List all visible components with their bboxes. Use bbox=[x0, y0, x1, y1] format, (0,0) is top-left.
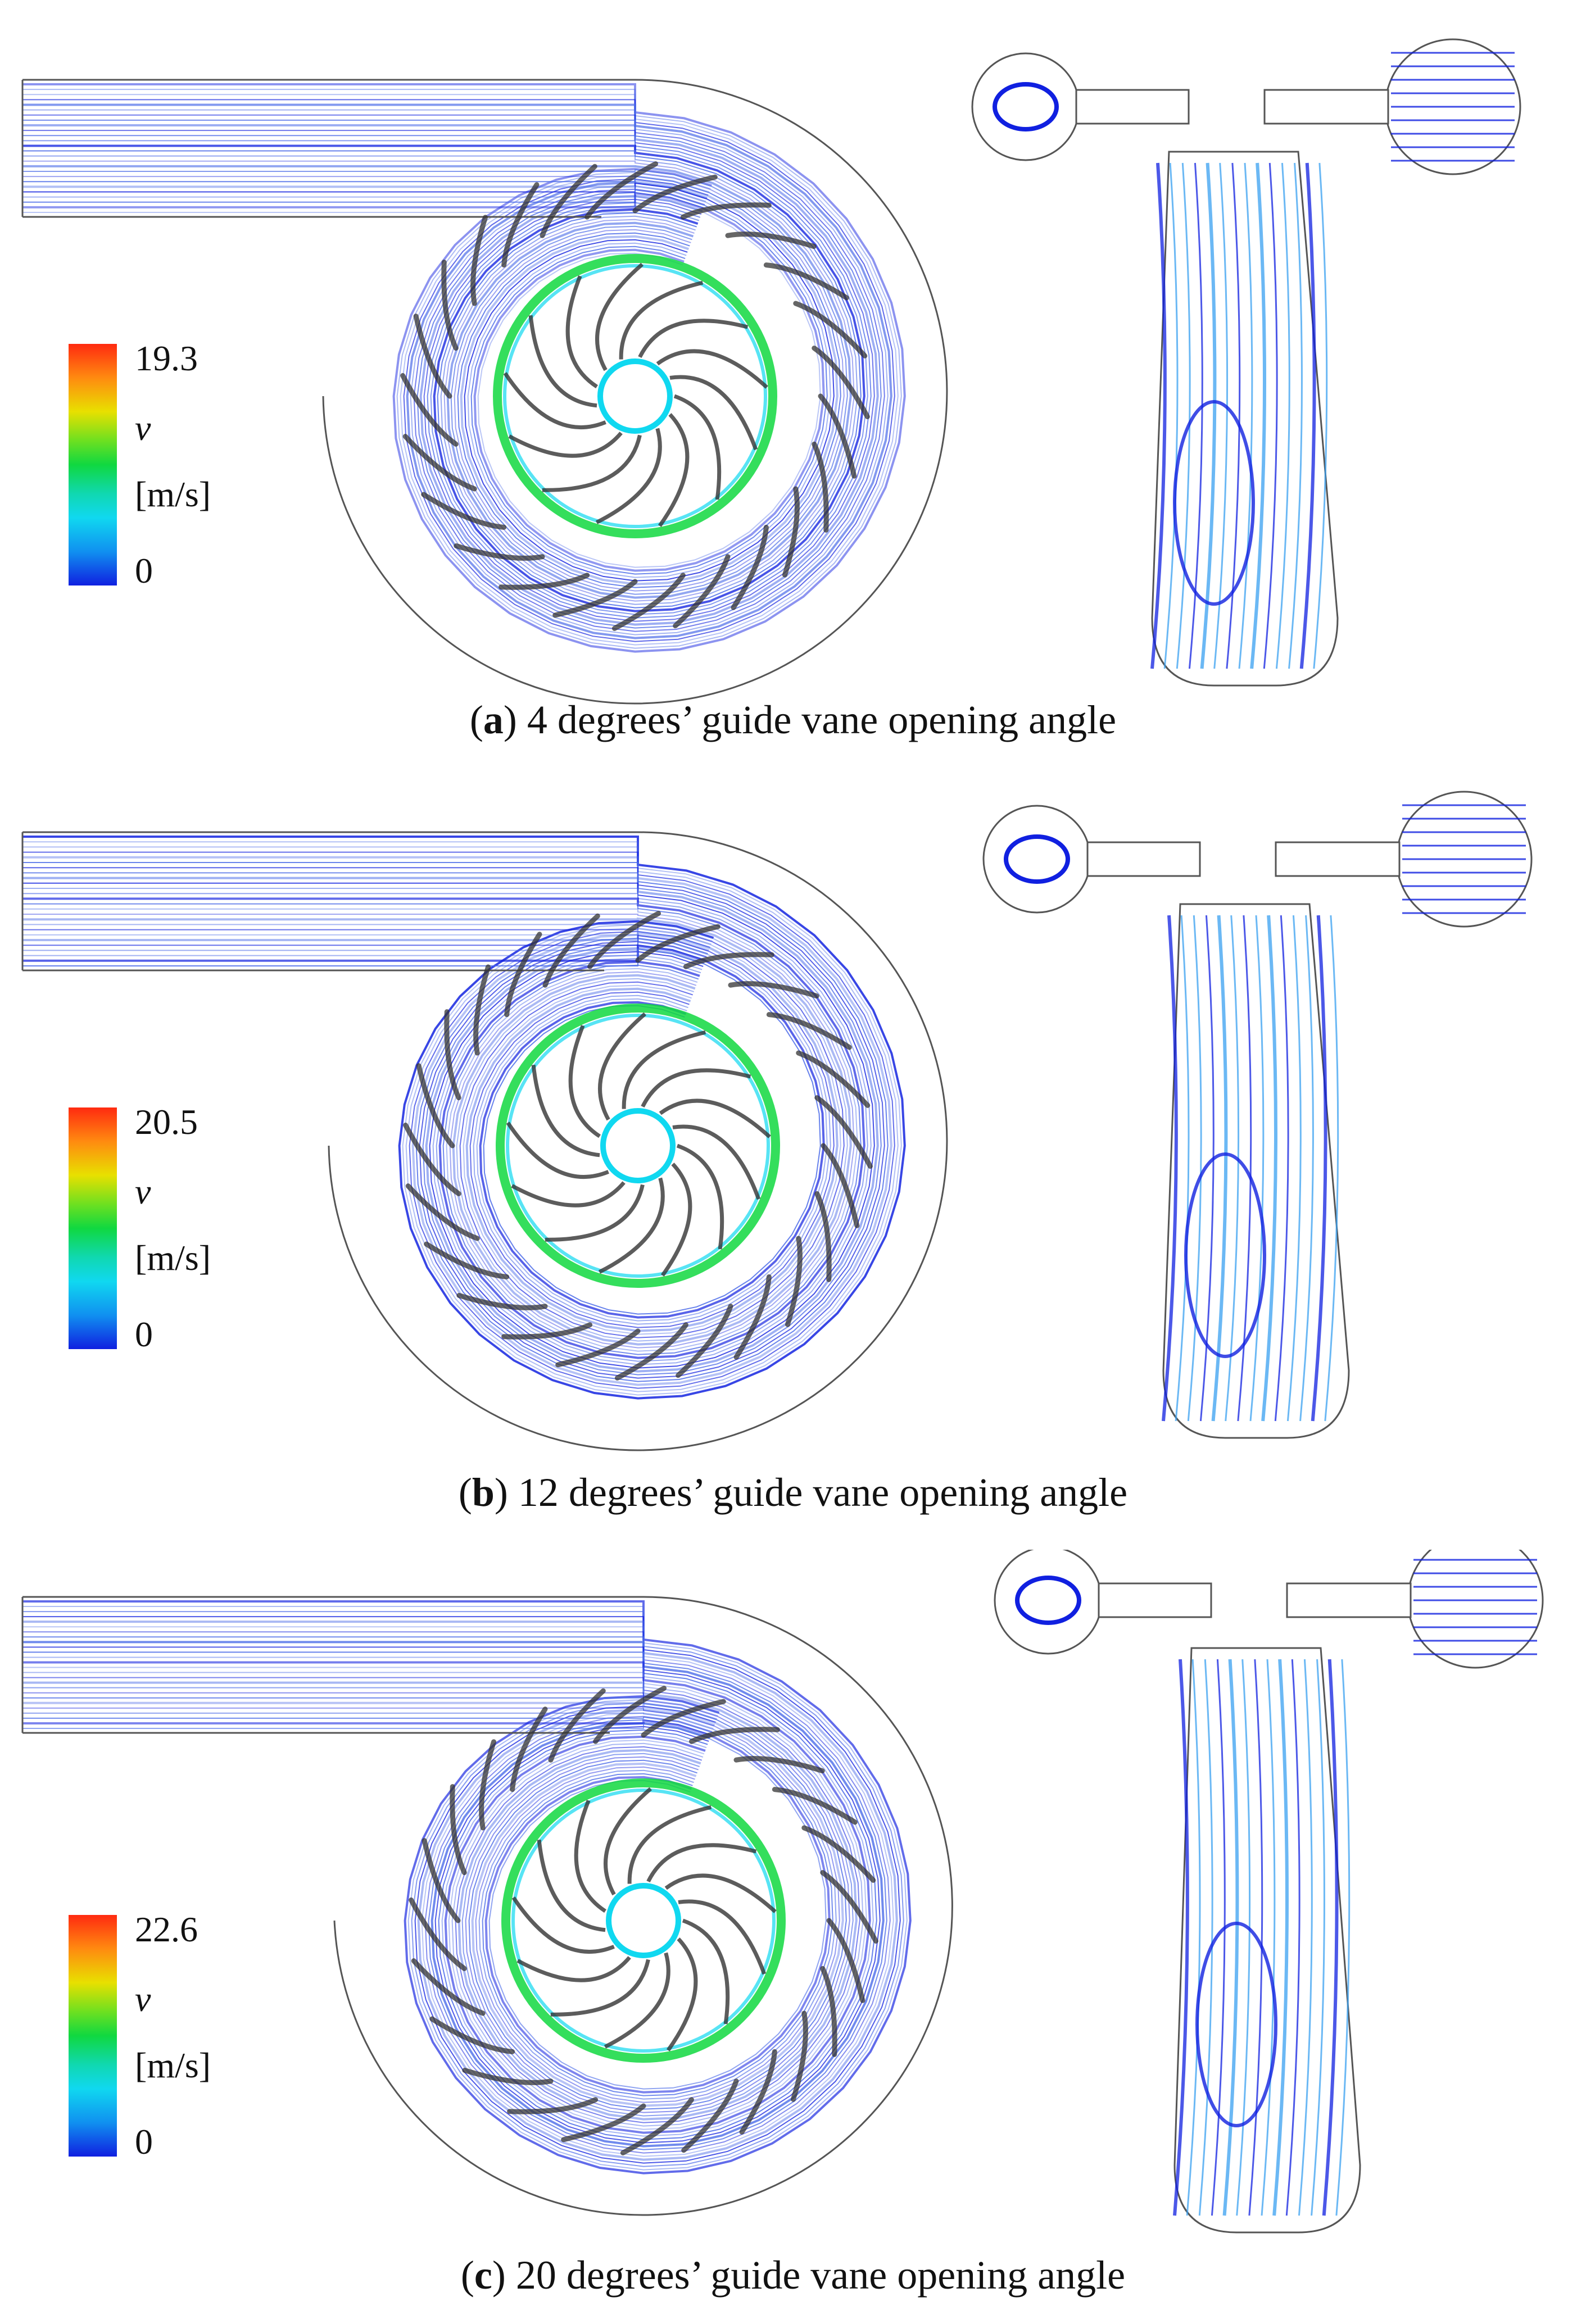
panel-a: 19.3 v [m/s] 0 (a) 4 degrees’ guide vane… bbox=[0, 0, 1586, 775]
panel-label: b bbox=[472, 1470, 495, 1515]
caption-text: 4 degrees’ guide vane opening angle bbox=[517, 697, 1116, 742]
color-scale-bar bbox=[69, 344, 117, 585]
legend-unit: [m/s] bbox=[135, 476, 211, 512]
legend-symbol: v bbox=[135, 410, 151, 446]
legend-min: 0 bbox=[135, 2124, 153, 2160]
panel-c: 22.6 v [m/s] 0 (c) 20 degrees’ guide van… bbox=[0, 1550, 1586, 2324]
panel-caption: (a) 4 degrees’ guide vane opening angle bbox=[0, 697, 1586, 743]
legend-max: 20.5 bbox=[135, 1104, 198, 1140]
panel-caption: (c) 20 degrees’ guide vane opening angle bbox=[0, 2252, 1586, 2299]
panel-b: 20.5 v [m/s] 0 (b) 12 degrees’ guide van… bbox=[0, 775, 1586, 1550]
legend-max: 22.6 bbox=[135, 1912, 198, 1948]
legend-symbol: v bbox=[135, 1174, 151, 1210]
caption-text: 12 degrees’ guide vane opening angle bbox=[508, 1470, 1127, 1515]
panel-caption: (b) 12 degrees’ guide vane opening angle bbox=[0, 1469, 1586, 1516]
panel-label: c bbox=[474, 2253, 492, 2298]
legend-symbol: v bbox=[135, 1981, 151, 2017]
panel-label: a bbox=[483, 697, 504, 742]
caption-text: 20 degrees’ guide vane opening angle bbox=[506, 2253, 1125, 2298]
velocity-legend: 19.3 v [m/s] 0 bbox=[69, 344, 305, 591]
legend-min: 0 bbox=[135, 553, 153, 589]
legend-min: 0 bbox=[135, 1317, 153, 1352]
legend-unit: [m/s] bbox=[135, 2048, 211, 2084]
color-scale-bar bbox=[69, 1107, 117, 1349]
velocity-legend: 20.5 v [m/s] 0 bbox=[69, 1107, 305, 1355]
legend-unit: [m/s] bbox=[135, 1240, 211, 1276]
velocity-legend: 22.6 v [m/s] 0 bbox=[69, 1915, 305, 2162]
color-scale-bar bbox=[69, 1915, 117, 2157]
legend-max: 19.3 bbox=[135, 341, 198, 376]
